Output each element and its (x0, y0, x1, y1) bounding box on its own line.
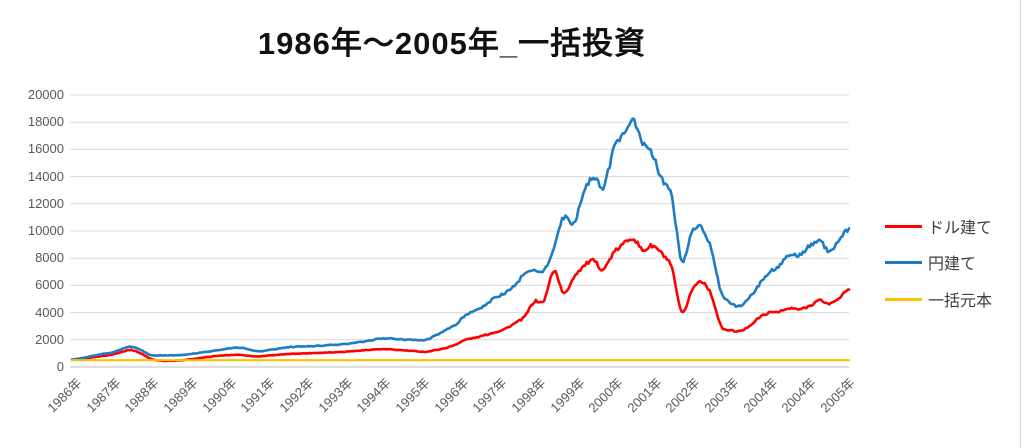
y-axis-tick-label: 12000 (27, 195, 64, 211)
series-line-yen (70, 117, 851, 361)
y-axis-tick-label: 10000 (27, 223, 64, 238)
y-axis-tick-label: 4000 (35, 304, 64, 320)
series-line-dollar (70, 238, 851, 363)
y-axis-tick-label: 16000 (27, 141, 64, 157)
y-axis-tick-label: 2000 (35, 331, 64, 347)
legend-item-dollar: ドル建て (885, 214, 992, 238)
y-axis-tick-label: 14000 (27, 168, 64, 184)
legend-label-principal: 一括元本 (928, 293, 993, 310)
y-axis-tick-label: 20000 (27, 87, 64, 102)
chart-right-border (1020, 0, 1021, 448)
legend: ドル建て 円建て 一括元本 (885, 0, 1015, 448)
legend-swatch-dollar (885, 224, 922, 228)
legend-swatch-yen (885, 260, 922, 264)
legend-item-principal: 一括元本 (885, 287, 992, 311)
legend-item-yen: 円建て (885, 250, 976, 274)
chart-title: 1986年〜2005年_一括投資 (257, 26, 647, 61)
legend-swatch-principal (885, 297, 922, 301)
y-axis-tick-label: 18000 (27, 114, 64, 130)
legend-label-dollar: ドル建て (928, 220, 993, 237)
y-axis-tick-label: 0 (56, 359, 64, 374)
y-axis-tick-label: 8000 (35, 250, 64, 266)
legend-label-yen: 円建て (928, 256, 977, 273)
y-axis-tick-label: 6000 (35, 277, 64, 293)
